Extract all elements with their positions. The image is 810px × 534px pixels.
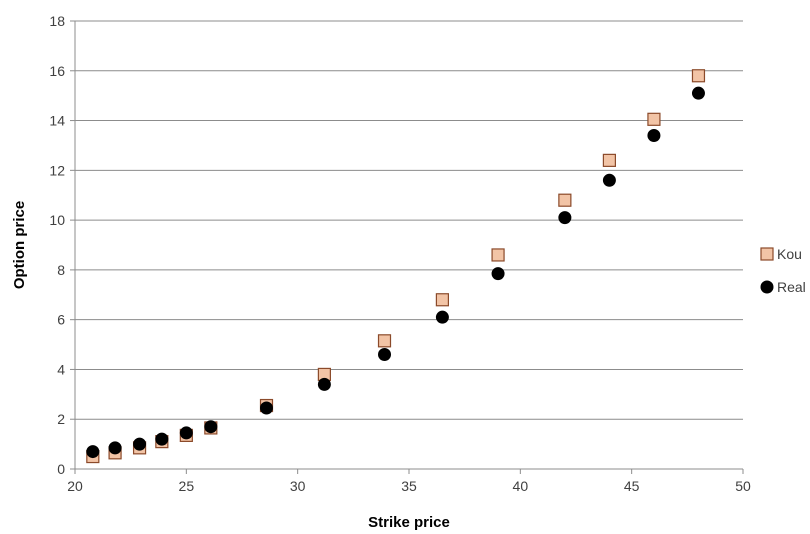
x-tick-label: 50 xyxy=(735,478,751,494)
y-tick-label: 12 xyxy=(49,162,65,178)
kou-point xyxy=(602,153,617,167)
y-tick-label: 18 xyxy=(49,13,65,29)
x-tick-label: 25 xyxy=(179,478,195,494)
y-tick-label: 0 xyxy=(57,461,65,477)
y-tick-label: 16 xyxy=(49,63,65,79)
y-tick-label: 4 xyxy=(57,361,65,377)
y-tick-label: 10 xyxy=(49,212,65,228)
real-point xyxy=(108,441,122,455)
x-tick-label: 40 xyxy=(513,478,529,494)
real-point xyxy=(317,377,331,391)
real-point xyxy=(691,86,705,100)
real-point xyxy=(491,267,505,281)
data-points xyxy=(86,69,706,464)
x-tick-label: 20 xyxy=(67,478,83,494)
gridlines xyxy=(75,20,743,420)
real-point xyxy=(558,211,572,225)
real-point xyxy=(204,420,218,434)
real-point xyxy=(435,310,449,324)
real-point xyxy=(602,173,616,187)
kou-point xyxy=(377,334,392,348)
x-tick-label: 45 xyxy=(624,478,640,494)
tick-labels: 0 2 4 6 8 10 12 14 16 18 20 25 30 35 40 45 50 xyxy=(49,13,751,494)
kou-point xyxy=(435,293,449,307)
kou-point xyxy=(558,193,572,207)
real-legend-marker xyxy=(760,280,774,294)
kou-point xyxy=(691,69,706,83)
kou-point xyxy=(491,248,505,262)
x-tick-label: 35 xyxy=(401,478,417,494)
real-legend-label: Real xyxy=(777,279,806,295)
x-tick-label: 30 xyxy=(290,478,306,494)
kou-legend-marker xyxy=(760,247,774,261)
legend: Kou Real xyxy=(760,246,806,295)
axes xyxy=(70,20,744,474)
y-tick-label: 6 xyxy=(57,312,65,328)
x-axis-title: Strike price xyxy=(368,514,450,531)
kou-point xyxy=(647,112,661,126)
y-axis-title: Option price xyxy=(11,201,28,289)
real-point xyxy=(378,348,392,362)
real-point xyxy=(259,401,273,415)
y-tick-label: 8 xyxy=(57,262,65,278)
real-point xyxy=(647,128,661,142)
real-point xyxy=(133,437,147,451)
kou-legend-label: Kou xyxy=(777,246,802,262)
y-tick-label: 14 xyxy=(49,113,65,129)
real-point xyxy=(155,432,169,446)
real-point xyxy=(86,445,100,459)
y-tick-label: 2 xyxy=(57,411,65,427)
real-point xyxy=(179,426,193,440)
